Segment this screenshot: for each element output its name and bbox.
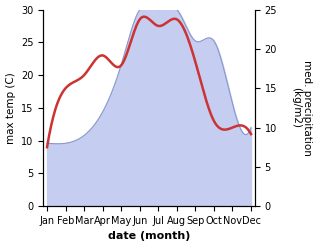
X-axis label: date (month): date (month) — [108, 231, 190, 242]
Y-axis label: max temp (C): max temp (C) — [5, 72, 16, 144]
Y-axis label: med. precipitation
(kg/m2): med. precipitation (kg/m2) — [291, 60, 313, 156]
